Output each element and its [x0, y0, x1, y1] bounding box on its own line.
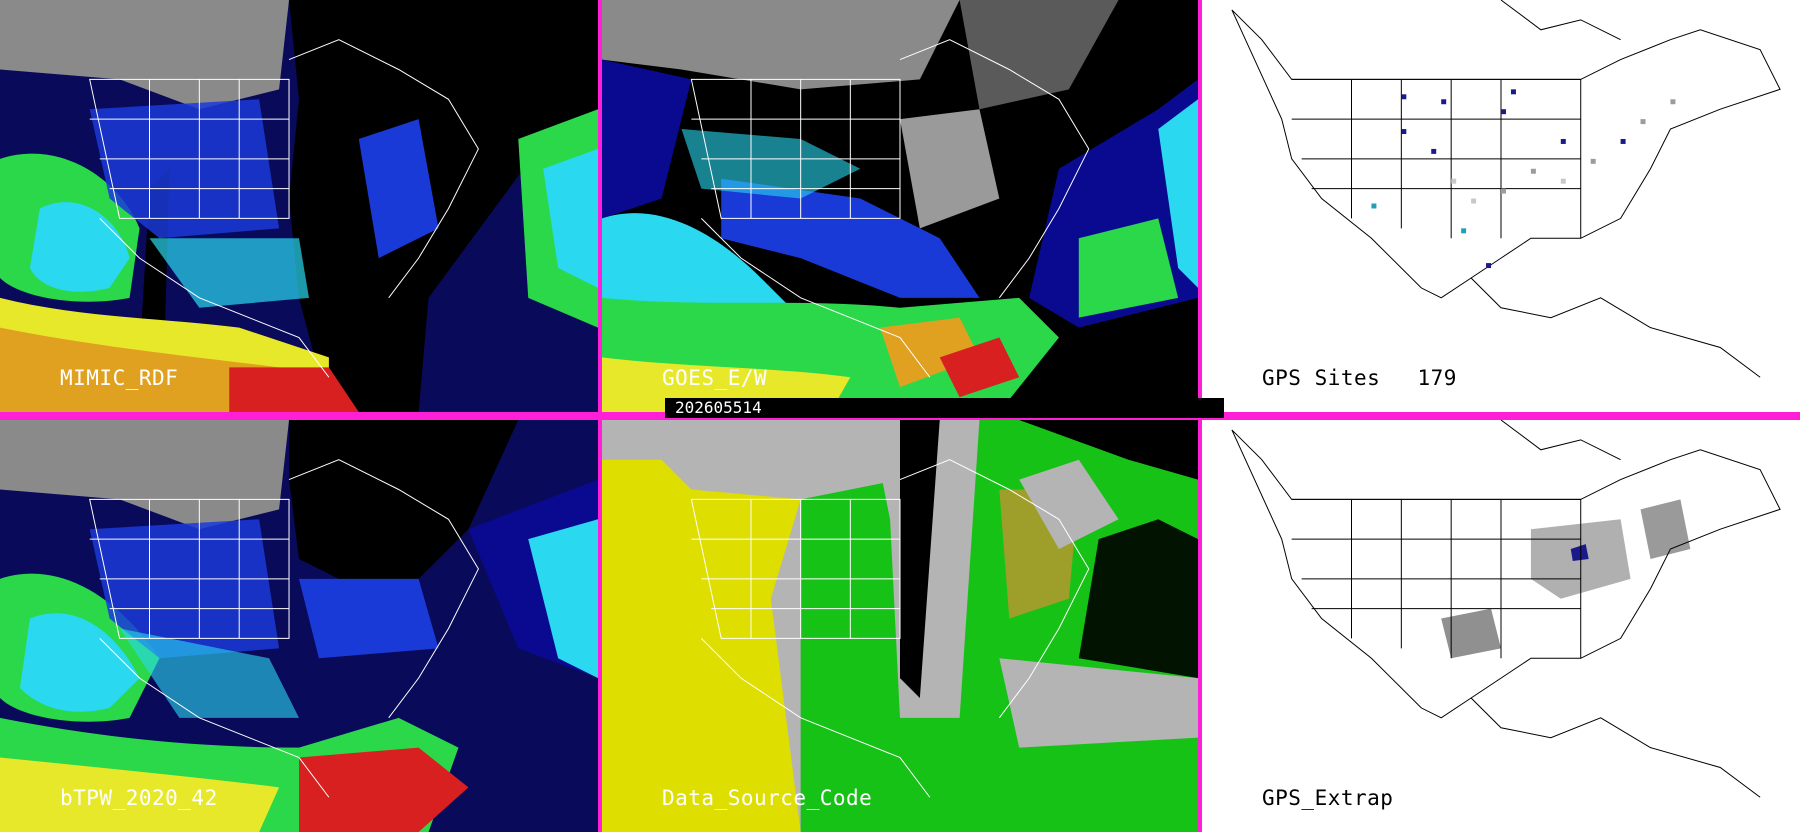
gps-extrap-map — [1202, 420, 1800, 832]
panel-btpw: bTPW_2020_42 — [0, 420, 598, 832]
panel-label: GOES_E/W — [662, 366, 768, 390]
panel-mimic-rdf: MIMIC_RDF — [0, 0, 598, 412]
panel-gps-sites: GPS Sites 179 — [1202, 0, 1800, 412]
gps-site-count: 179 — [1417, 366, 1457, 390]
timestamp-bar: 202605514 — [665, 398, 1224, 418]
panel-label: GPS Sites 179 — [1262, 366, 1457, 390]
panel-label: bTPW_2020_42 — [60, 786, 218, 810]
panel-label: GPS_Extrap — [1262, 786, 1394, 810]
panel-data-source-code: Data_Source_Code — [602, 420, 1198, 832]
panel-label: Data_Source_Code — [662, 786, 873, 810]
data-source-map — [602, 420, 1198, 832]
gps-sites-map — [1202, 0, 1800, 412]
panel-label: MIMIC_RDF — [60, 366, 179, 390]
tpw-map-mimic-rdf — [0, 0, 598, 412]
tpw-map-btpw — [0, 420, 598, 832]
panel-label-text: GPS Sites — [1262, 366, 1381, 390]
panel-goes-ew: GOES_E/W — [602, 0, 1198, 412]
tpw-map-goes-ew — [602, 0, 1198, 412]
panel-gps-extrap: GPS_Extrap — [1202, 420, 1800, 832]
